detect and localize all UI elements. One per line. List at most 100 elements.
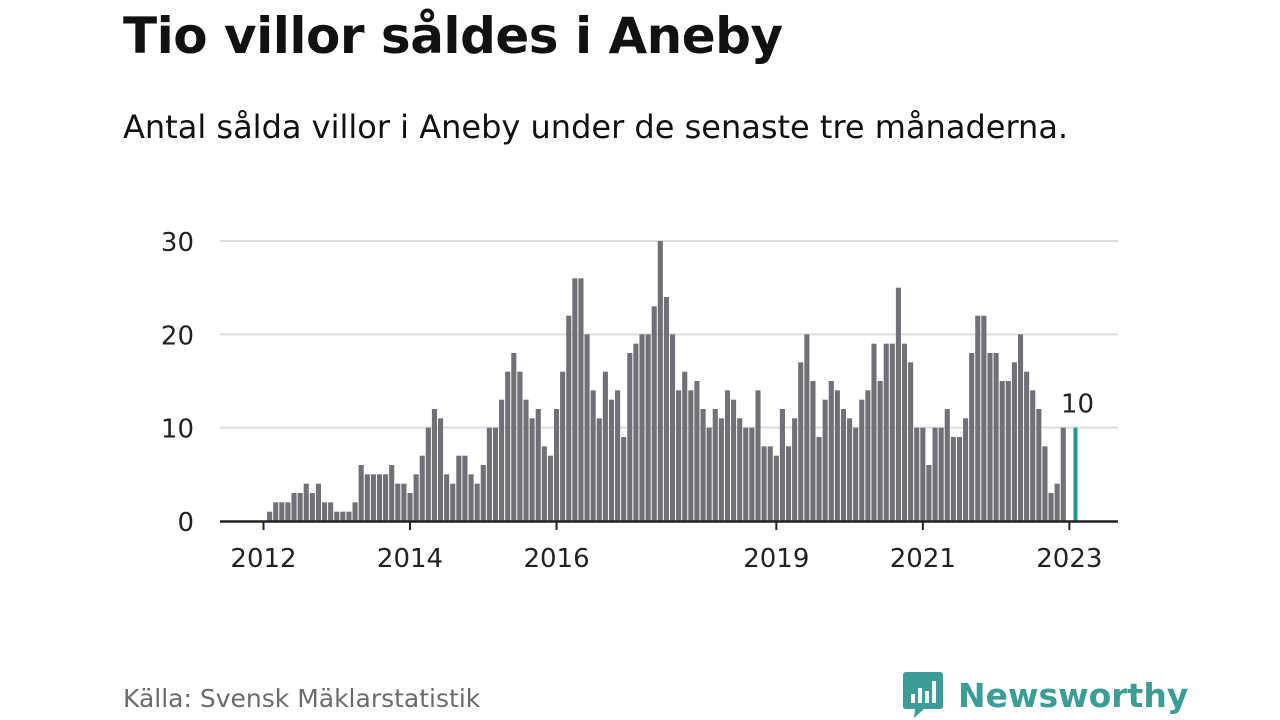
bar: [328, 502, 334, 521]
bar: [297, 493, 303, 521]
bar: [590, 390, 596, 521]
bar: [950, 437, 956, 521]
bar: [901, 343, 908, 521]
chart-title: Tio villor såldes i Aneby: [123, 7, 783, 65]
bar: [773, 455, 779, 521]
bar: [517, 371, 523, 521]
bar: [804, 334, 810, 521]
bar: [956, 437, 963, 521]
bar: [1030, 390, 1036, 521]
bar: [975, 315, 981, 521]
bar: [468, 474, 474, 521]
bar: [553, 409, 560, 521]
bar: [315, 483, 321, 521]
bar: [505, 371, 511, 521]
bar: [834, 390, 840, 521]
source-note: Källa: Svensk Mäklarstatistik: [123, 684, 481, 713]
bar: [309, 493, 315, 521]
bar: [993, 353, 999, 521]
bar: [547, 455, 553, 521]
bar: [480, 465, 486, 521]
newsworthy-logo-icon: [903, 672, 943, 718]
bar: [682, 371, 688, 521]
bar: [877, 381, 883, 521]
bar: [486, 427, 492, 521]
bar: [761, 446, 767, 521]
bar: [273, 502, 279, 521]
bar: [779, 409, 785, 521]
bar: [425, 427, 431, 521]
bar: [853, 427, 859, 521]
bar: [633, 343, 639, 521]
bar-chart: 0 10 20 30 2012 2014 2016 2019 2021 2023 10: [161, 228, 1118, 574]
bar: [621, 437, 627, 521]
bar: [431, 409, 437, 521]
bar: [981, 315, 987, 521]
bar: [474, 483, 480, 521]
bar: [560, 371, 566, 521]
bar: [596, 418, 602, 521]
bar: [731, 399, 737, 521]
bar: [566, 315, 572, 521]
bar: [749, 427, 755, 521]
bar: [828, 381, 834, 521]
bar: [688, 390, 694, 521]
bar: [529, 418, 535, 521]
bar: [859, 399, 865, 521]
bar: [279, 502, 285, 521]
y-tick-label: 20: [161, 321, 194, 351]
bar: [920, 427, 926, 521]
bar: [700, 409, 706, 521]
bar: [908, 362, 914, 521]
bar: [639, 334, 645, 521]
bar: [810, 381, 816, 521]
highlight-bar: [1073, 427, 1078, 521]
bar: [608, 399, 615, 521]
bar: [291, 493, 297, 521]
bar: [645, 334, 651, 521]
y-axis-labels: 0 10 20 30: [161, 228, 194, 538]
bar: [615, 390, 621, 521]
y-tick-label: 0: [177, 508, 194, 538]
x-tick-label: 2012: [230, 544, 296, 574]
bar: [511, 353, 517, 521]
chart-subtitle: Antal sålda villor i Aneby under de sena…: [123, 108, 1069, 146]
bar: [669, 334, 676, 521]
bar: [743, 427, 749, 521]
bar: [541, 446, 547, 521]
y-tick-label: 10: [161, 415, 194, 445]
bar: [267, 511, 273, 521]
bar: [865, 390, 871, 521]
bar: [737, 418, 743, 521]
x-tick-label: 2019: [743, 544, 809, 574]
bar: [822, 399, 828, 521]
bar: [456, 455, 462, 521]
bar: [535, 409, 541, 521]
bar: [944, 409, 950, 521]
x-tick-label: 2021: [890, 544, 956, 574]
bar: [883, 343, 889, 521]
bar: [932, 427, 938, 521]
bar: [999, 381, 1005, 521]
bar: [676, 390, 682, 521]
x-tick-label: 2023: [1036, 544, 1102, 574]
bar: [767, 446, 773, 521]
bar: [914, 427, 920, 521]
bar: [401, 483, 407, 521]
bar: [383, 474, 389, 521]
bar: [1048, 493, 1054, 521]
bar: [798, 362, 804, 521]
bar: [523, 399, 529, 521]
bar: [840, 409, 847, 521]
bar: [462, 455, 468, 521]
bar: [419, 455, 425, 521]
grid-lines: [220, 240, 1118, 429]
bar: [627, 353, 633, 521]
bar: [334, 511, 340, 521]
bar: [724, 390, 731, 521]
bar: [303, 483, 309, 521]
x-tick-label: 2016: [523, 544, 589, 574]
bar: [718, 418, 724, 521]
bar: [706, 427, 712, 521]
bar: [926, 465, 932, 521]
